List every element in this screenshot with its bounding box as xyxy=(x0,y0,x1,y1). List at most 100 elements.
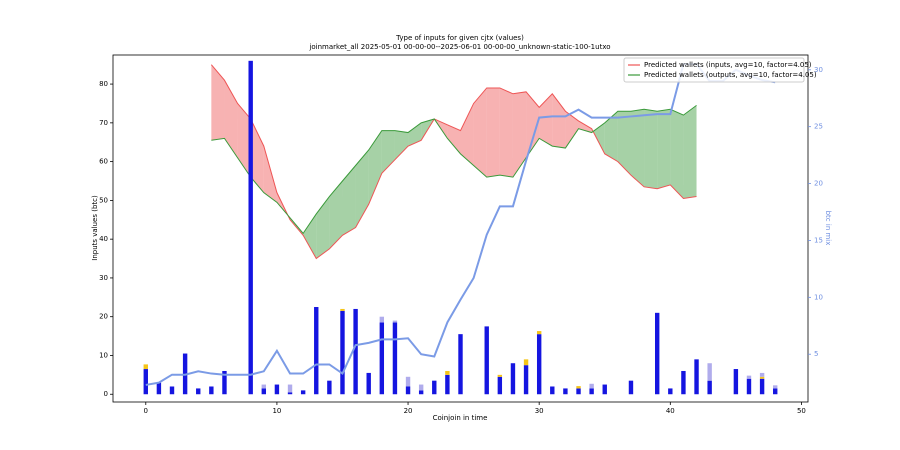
band-fill xyxy=(512,91,527,178)
y2-tick-label: 15 xyxy=(814,236,823,244)
bar xyxy=(458,334,463,395)
y2-tick-label: 20 xyxy=(814,180,823,188)
band-fill xyxy=(303,213,317,259)
bar xyxy=(287,384,293,393)
band-line xyxy=(210,64,697,260)
bar xyxy=(300,390,306,395)
x-tick-label: 20 xyxy=(404,407,413,415)
band-fill xyxy=(447,124,461,154)
bar xyxy=(418,390,424,395)
band-fill xyxy=(499,87,513,178)
bar xyxy=(143,369,148,395)
y-tick-label: 30 xyxy=(99,274,108,282)
bar xyxy=(366,372,371,395)
bar xyxy=(392,320,398,323)
bar xyxy=(445,370,450,375)
x-tick-label: 10 xyxy=(272,407,281,415)
band-fill xyxy=(486,87,500,178)
band-fill xyxy=(670,109,684,199)
bar xyxy=(628,380,634,395)
y2-axis-label: btc in mix xyxy=(824,211,832,246)
bar xyxy=(759,376,765,379)
y-tick-label: 60 xyxy=(99,158,108,166)
bar xyxy=(327,380,332,395)
bar xyxy=(196,388,201,395)
bar xyxy=(274,384,280,395)
band-fill xyxy=(329,181,343,249)
band-fill xyxy=(644,109,658,189)
x-tick-label: 40 xyxy=(666,407,675,415)
bar xyxy=(576,386,581,389)
x-tick-label: 30 xyxy=(535,407,544,415)
bar xyxy=(379,322,385,395)
bar xyxy=(523,359,529,366)
bar xyxy=(773,385,778,389)
bar xyxy=(536,334,542,395)
bar xyxy=(707,380,712,395)
bar xyxy=(746,375,752,379)
bar xyxy=(746,378,752,395)
band-fill xyxy=(368,130,382,205)
band-fill xyxy=(250,118,264,193)
x-tick-label: 50 xyxy=(797,407,806,415)
band-fill xyxy=(604,111,618,162)
bar xyxy=(222,370,227,395)
bar xyxy=(340,308,345,311)
bar xyxy=(392,322,398,395)
bar xyxy=(169,386,175,395)
band-fill xyxy=(657,109,671,189)
bar xyxy=(405,386,411,395)
band-fill xyxy=(316,196,330,259)
bar xyxy=(773,388,778,395)
bar xyxy=(602,384,607,395)
band-fill xyxy=(473,87,487,178)
bar xyxy=(654,312,660,395)
legend-label: Predicted wallets (outputs, avg=10, fact… xyxy=(644,71,817,79)
bar xyxy=(248,60,253,395)
bar xyxy=(681,370,686,395)
band-fill xyxy=(355,149,369,228)
y-tick-label: 70 xyxy=(99,119,108,127)
bar xyxy=(156,382,162,395)
band-fill xyxy=(565,111,579,149)
x-tick-label: 0 xyxy=(144,407,148,415)
y-tick-label: 80 xyxy=(99,80,108,88)
band-fill xyxy=(539,93,553,147)
y-axis-label: Inputs values (btc) xyxy=(91,195,99,261)
bar xyxy=(497,376,503,395)
y2-tick-label: 5 xyxy=(814,350,818,358)
bar xyxy=(550,386,555,395)
y2-tick-label: 25 xyxy=(814,123,823,131)
plot-frame xyxy=(112,54,809,403)
y-tick-label: 50 xyxy=(99,196,108,204)
bar xyxy=(340,310,345,395)
legend-label: Predicted wallets (inputs, avg=10, facto… xyxy=(644,61,812,69)
bar xyxy=(314,307,319,395)
band-fill xyxy=(224,80,238,158)
band-fill xyxy=(408,122,422,147)
bar xyxy=(523,365,529,395)
legend-box xyxy=(623,57,805,83)
bar xyxy=(589,383,594,389)
bar xyxy=(694,359,699,395)
y-tick-label: 0 xyxy=(104,390,108,398)
bar xyxy=(484,326,489,395)
band-fill xyxy=(630,109,645,187)
bar xyxy=(143,364,148,370)
bar xyxy=(536,331,542,335)
bar xyxy=(445,374,450,395)
bar xyxy=(418,384,424,391)
bar xyxy=(576,388,581,395)
band-fill xyxy=(460,103,474,166)
y2-tick-label: 30 xyxy=(814,66,823,74)
bar xyxy=(287,392,293,395)
y-tick-label: 10 xyxy=(99,351,108,359)
bar xyxy=(353,308,358,395)
y2-tick-label: 10 xyxy=(814,293,823,301)
bar xyxy=(405,376,411,387)
band-fill xyxy=(342,165,356,236)
bar xyxy=(261,384,267,389)
band-fill xyxy=(394,130,409,160)
bar xyxy=(497,374,503,377)
bar xyxy=(432,380,437,395)
